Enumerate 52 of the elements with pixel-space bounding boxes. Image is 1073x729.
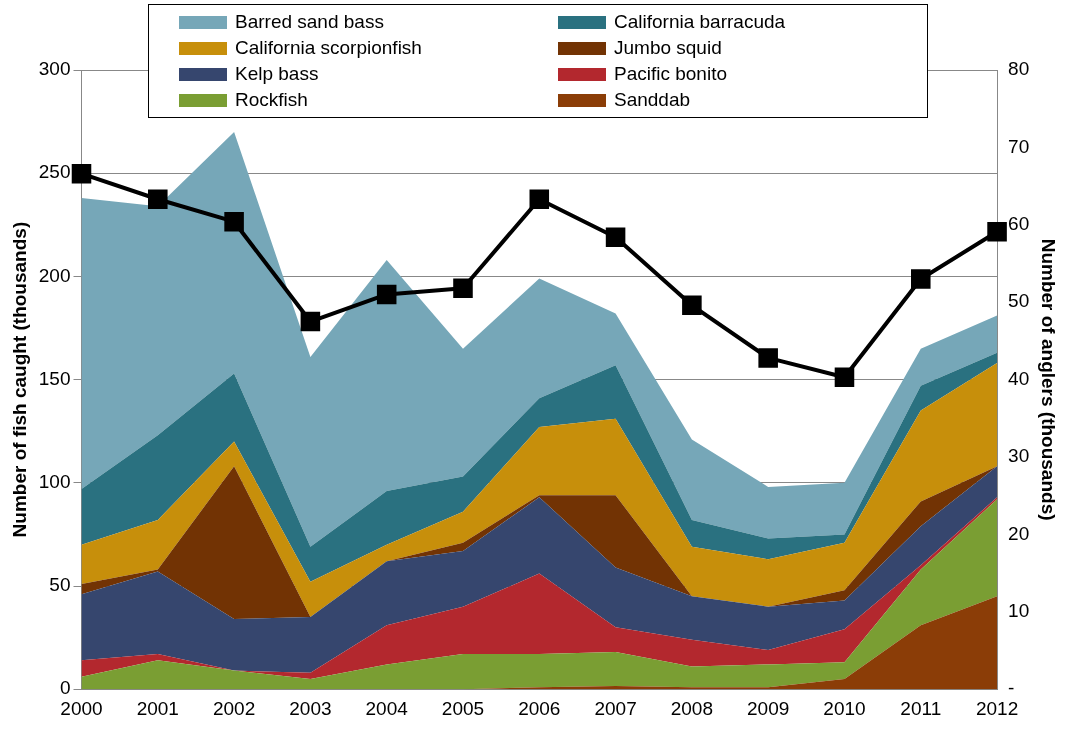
point <box>605 227 626 247</box>
y2-tick-label: 60 <box>1008 213 1030 235</box>
x-tick-label: 2000 <box>60 697 103 719</box>
x-tick-label: 2005 <box>441 697 485 719</box>
y2-tick-label: 50 <box>1008 290 1030 312</box>
y2-axis-title: Number of anglers (thousands) <box>1038 238 1060 521</box>
point <box>300 311 321 332</box>
x-tick-label: 2006 <box>518 697 561 719</box>
y2-tick-label: 10 <box>1008 600 1030 622</box>
point <box>987 221 1007 242</box>
x-tick-label: 2002 <box>212 697 256 719</box>
point <box>224 211 244 232</box>
y-tick-label: 100 <box>38 471 71 493</box>
y-tick-label: 300 <box>38 58 71 80</box>
legend-label: Kelp bass <box>235 63 319 85</box>
x-tick-label: 2008 <box>670 697 714 719</box>
legend-label: Sanddab <box>614 89 691 111</box>
y-tick-label: 250 <box>38 161 71 183</box>
y-tick-label: 0 <box>59 677 71 699</box>
y-tick-label: 200 <box>38 264 71 286</box>
x-tick-label: 2009 <box>747 697 790 719</box>
x-tick-label: 2010 <box>823 697 866 719</box>
legend-label: Pacific bonito <box>614 63 728 85</box>
y-axis-title: Number of fish caught (thousands) <box>8 221 30 538</box>
legend-label: Jumbo squid <box>614 37 722 59</box>
x-tick-label: 2012 <box>975 697 1019 719</box>
point <box>910 269 931 289</box>
point <box>529 189 550 210</box>
y-tick-label: 50 <box>49 574 71 596</box>
y2-tick-label: 30 <box>1008 445 1030 467</box>
legend-label: California barracuda <box>614 11 786 33</box>
point <box>834 367 855 388</box>
x-tick-label: 2011 <box>900 697 942 719</box>
x-tick-label: 2001 <box>136 697 179 719</box>
y2-tick-label: 40 <box>1008 367 1030 389</box>
point <box>71 163 92 184</box>
y2-tick-label: 80 <box>1008 58 1030 80</box>
point <box>453 278 473 299</box>
y2-tick-label: 70 <box>1008 135 1030 157</box>
point <box>682 295 702 316</box>
legend-label: California scorpionfish <box>235 37 422 59</box>
legend-label: Rockfish <box>235 89 308 111</box>
y-tick-label: 150 <box>38 367 71 389</box>
y2-tick-label: - <box>1008 677 1015 699</box>
point <box>148 189 168 210</box>
y2-tick-label: 20 <box>1008 522 1030 544</box>
point <box>376 284 397 305</box>
x-tick-label: 2003 <box>289 697 332 719</box>
x-tick-label: 2007 <box>594 697 637 719</box>
x-tick-label: 2004 <box>365 697 409 719</box>
point <box>758 348 778 368</box>
legend-label: Barred sand bass <box>235 11 384 33</box>
